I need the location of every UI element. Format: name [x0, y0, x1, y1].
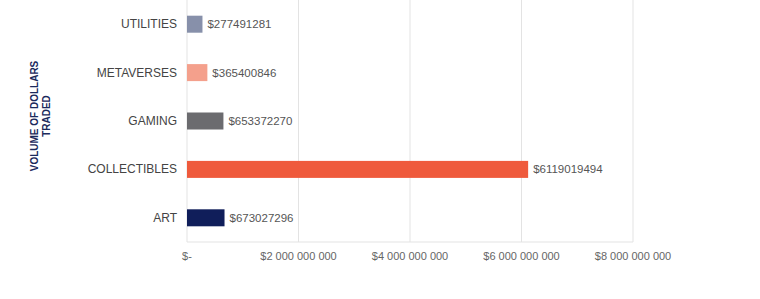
x-axis-line — [187, 242, 633, 243]
data-label: $365400846 — [212, 67, 276, 79]
category-label: UTILITIES — [121, 17, 177, 31]
grid-line — [298, 0, 299, 242]
grid — [187, 0, 633, 242]
grid-line — [521, 0, 522, 242]
bars — [187, 16, 528, 227]
bar — [187, 113, 223, 130]
bar — [187, 161, 528, 178]
bar — [187, 64, 207, 81]
category-label: GAMING — [128, 114, 177, 128]
category-label: ART — [153, 211, 177, 225]
bar — [187, 16, 202, 33]
grid-line — [410, 0, 411, 242]
chart-container: $- $2 000 000 000 $4 000 000 000 $6 000 000… — [0, 0, 760, 299]
tick-label: $6 000 000 000 — [483, 250, 559, 262]
tick-label: $2 000 000 000 — [260, 250, 336, 262]
data-label: $277491281 — [207, 18, 271, 30]
axis-title: VOLUME OF DOLLARSTRADED — [29, 60, 52, 171]
axis-title-line: TRADED — [41, 95, 52, 137]
axis-title-line: VOLUME OF DOLLARS — [29, 60, 40, 171]
data-label: $673027296 — [230, 212, 294, 224]
bar — [187, 209, 225, 226]
chart: $- $2 000 000 000 $4 000 000 000 $6 000 000… — [0, 0, 760, 299]
data-label: $653372270 — [228, 115, 292, 127]
tick-label: $8 000 000 000 — [595, 250, 671, 262]
tick-label: $- — [182, 250, 192, 262]
category-label: COLLECTIBLES — [88, 162, 177, 176]
category-label: METAVERSES — [97, 66, 177, 80]
tick-label: $4 000 000 000 — [372, 250, 448, 262]
data-label: $6119019494 — [533, 163, 603, 175]
grid-line — [633, 0, 634, 242]
